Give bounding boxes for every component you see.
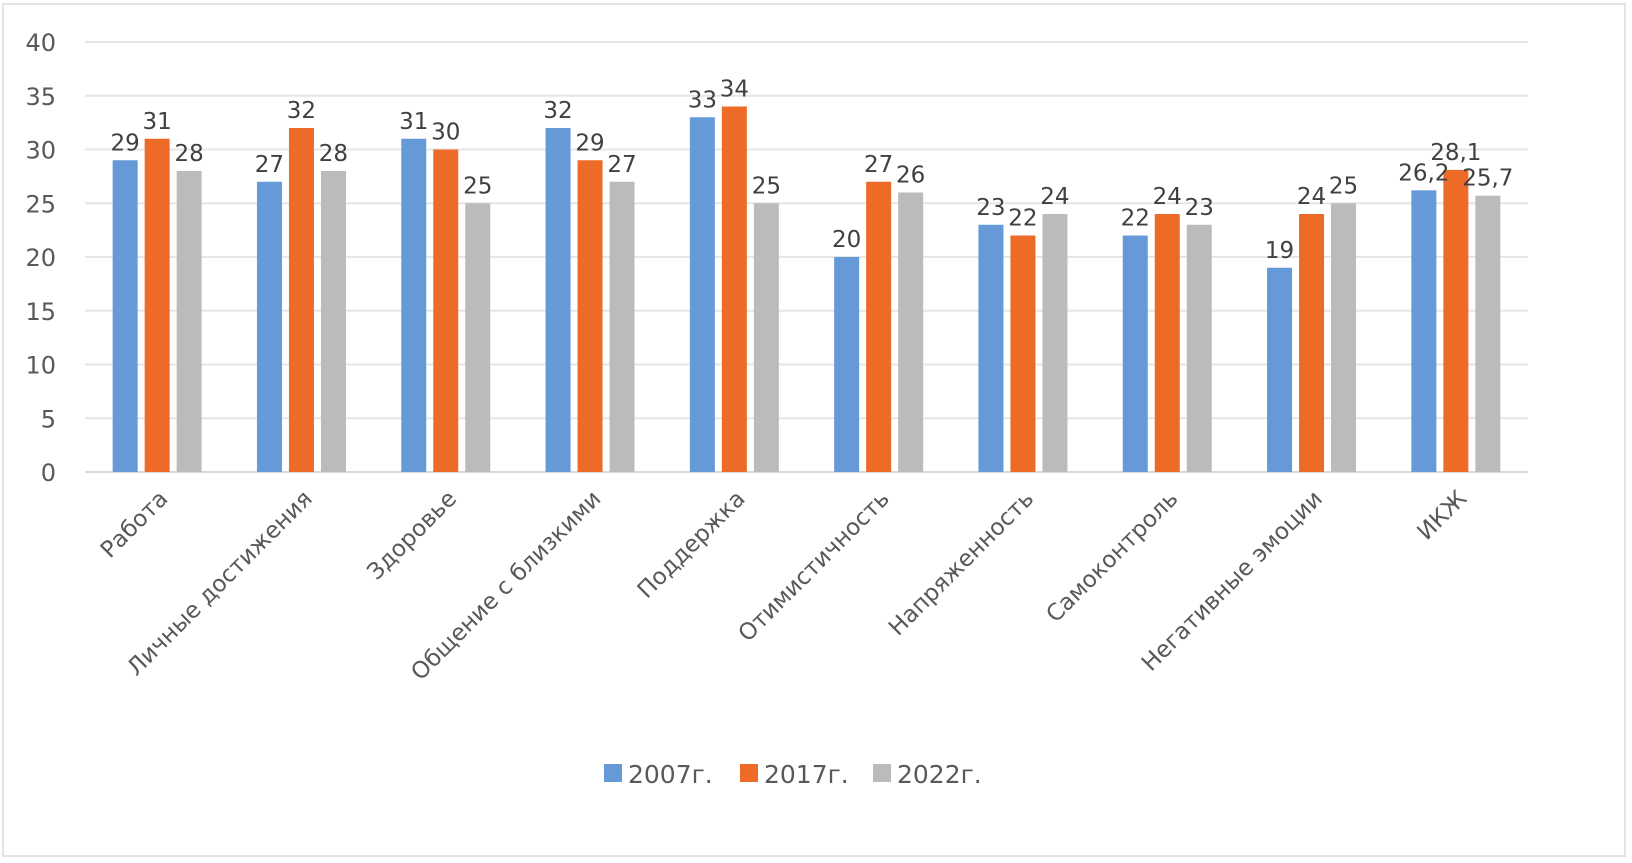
bar [1267, 267, 1293, 472]
data-label: 22 [1121, 206, 1150, 232]
data-label: 25 [1329, 173, 1358, 199]
bar [609, 181, 635, 472]
data-label: 32 [287, 98, 316, 124]
data-label: 28 [175, 141, 204, 167]
bar [978, 224, 1004, 472]
legend-label: 2017г. [764, 760, 849, 789]
data-label: 31 [143, 109, 172, 135]
bar [288, 128, 314, 472]
bar [112, 160, 138, 472]
bar [545, 128, 571, 472]
bar [721, 106, 747, 472]
data-label: 28 [319, 141, 348, 167]
x-tick-label: Отимистичность [734, 486, 895, 647]
y-tick-label: 10 [25, 352, 56, 380]
data-label: 31 [399, 109, 428, 135]
bar [1010, 235, 1036, 472]
legend-label: 2007г. [628, 760, 713, 789]
data-label: 30 [431, 120, 460, 146]
y-tick-label: 35 [25, 83, 56, 111]
bar [1186, 224, 1212, 472]
data-label: 26 [896, 163, 925, 189]
legend-swatch [873, 764, 891, 782]
bar [320, 171, 346, 472]
bar [1475, 195, 1501, 472]
data-label: 22 [1008, 206, 1037, 232]
x-tick-label: Поддержка [633, 486, 751, 604]
bar [465, 203, 491, 472]
y-tick-label: 5 [41, 405, 56, 433]
legend: 2007г. 2017г. 2022г. [604, 760, 982, 789]
y-axis-ticks: 0 5 10 15 20 25 30 35 40 [25, 29, 56, 487]
data-label: 29 [575, 130, 604, 156]
data-label: 24 [1040, 184, 1069, 210]
data-label: 26,2 [1398, 160, 1449, 186]
bar [866, 181, 892, 472]
data-label: 28,1 [1430, 140, 1481, 166]
data-label: 34 [720, 77, 749, 103]
bar [401, 138, 427, 472]
data-label: 23 [1185, 195, 1214, 221]
data-label: 20 [832, 227, 861, 253]
data-label: 27 [255, 152, 284, 178]
x-tick-label: Здоровье [363, 486, 462, 585]
bar [433, 149, 459, 472]
x-tick-label: Работа [96, 486, 174, 564]
bar [898, 192, 924, 472]
bar [1154, 214, 1180, 472]
data-label: 25 [752, 173, 781, 199]
data-label: 23 [976, 195, 1005, 221]
data-label: 24 [1153, 184, 1182, 210]
bar [144, 138, 170, 472]
y-tick-label: 25 [25, 190, 56, 218]
bar [1299, 214, 1325, 472]
x-tick-label: Самоконтроль [1041, 486, 1183, 628]
y-tick-label: 20 [25, 244, 56, 272]
bar [176, 171, 202, 472]
bar [834, 257, 860, 472]
bar [577, 160, 603, 472]
bar [1331, 203, 1357, 472]
bar [753, 203, 779, 472]
data-label: 19 [1265, 238, 1294, 264]
data-label: 25 [463, 173, 492, 199]
legend-swatch [740, 764, 758, 782]
data-label: 33 [688, 87, 717, 113]
data-label: 27 [864, 152, 893, 178]
y-tick-label: 0 [41, 459, 56, 487]
data-label: 32 [543, 98, 572, 124]
y-tick-label: 30 [25, 137, 56, 165]
bar [1122, 235, 1148, 472]
bar [689, 117, 715, 472]
bar [1411, 190, 1437, 472]
data-label: 29 [111, 130, 140, 156]
bar [1042, 214, 1068, 472]
bar [1443, 169, 1469, 473]
legend-swatch [604, 764, 622, 782]
x-tick-label: ИКЖ [1412, 486, 1472, 546]
bar [256, 181, 282, 472]
bars [112, 106, 1501, 473]
data-label: 24 [1297, 184, 1326, 210]
data-label: 25,7 [1462, 166, 1513, 192]
legend-label: 2022г. [897, 760, 982, 789]
y-tick-label: 40 [25, 29, 56, 57]
data-label: 27 [607, 152, 636, 178]
y-tick-label: 15 [25, 298, 56, 326]
x-tick-label: Напряженность [884, 486, 1039, 641]
